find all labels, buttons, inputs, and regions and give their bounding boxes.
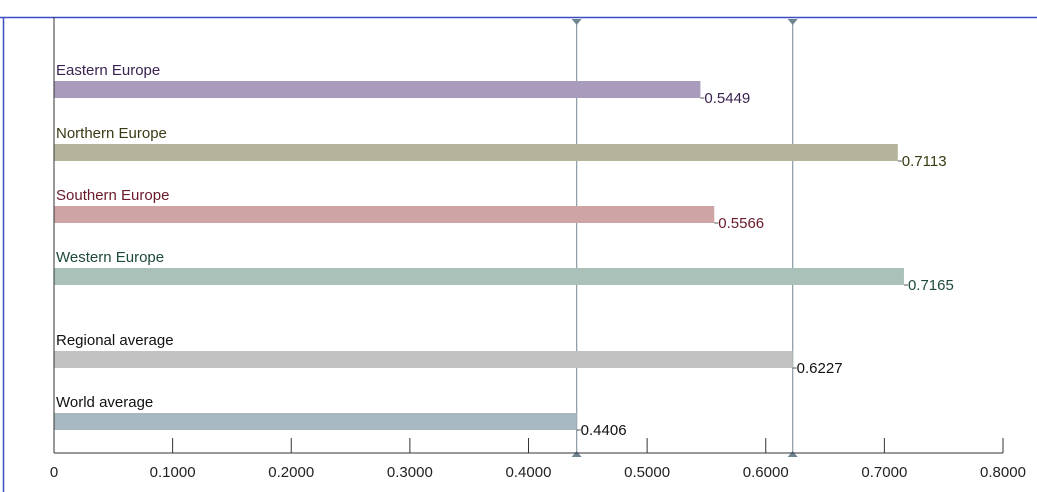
- category-label: Southern Europe: [56, 187, 169, 204]
- reference-marker-top: [571, 19, 582, 25]
- bar: [54, 144, 898, 161]
- category-label: Western Europe: [56, 249, 164, 266]
- category-label: Northern Europe: [56, 125, 167, 142]
- x-axis: 0 0.1000 0.2000 0.3000 0.4000 0.5000 0.6000 0.7…: [50, 17, 1026, 481]
- value-label: 0.7113: [902, 153, 947, 170]
- x-tick-label: 0.3000: [387, 464, 433, 481]
- category-label: Regional average: [56, 332, 174, 349]
- bars: Eastern Europe 0.5449 Northern Europe 0.711…: [54, 62, 954, 439]
- bar: [54, 206, 715, 223]
- x-tick-label: 0.6000: [743, 464, 789, 481]
- value-label: 0.4406: [581, 422, 627, 439]
- x-tick-label: 0.2000: [268, 464, 314, 481]
- category-label: Eastern Europe: [56, 62, 160, 79]
- x-tick-label: 0.7000: [861, 464, 907, 481]
- category-label: World average: [56, 394, 153, 411]
- value-label: 0.5566: [718, 215, 764, 232]
- bar: [54, 81, 701, 98]
- x-tick-label: 0.5000: [624, 464, 670, 481]
- bar: [54, 351, 793, 368]
- bar: [54, 413, 577, 430]
- value-label: 0.6227: [797, 360, 843, 377]
- x-tick-label: 0: [50, 464, 58, 481]
- x-tick-label: 0.8000: [980, 464, 1026, 481]
- reference-marker-bottom: [571, 451, 582, 457]
- reference-marker-bottom: [787, 451, 798, 457]
- value-label: 0.5449: [704, 90, 750, 107]
- bar: [54, 268, 904, 285]
- reference-marker-top: [787, 19, 798, 25]
- value-label: 0.7165: [908, 277, 954, 294]
- x-tick-label: 0.1000: [150, 464, 196, 481]
- x-tick-label: 0.4000: [506, 464, 552, 481]
